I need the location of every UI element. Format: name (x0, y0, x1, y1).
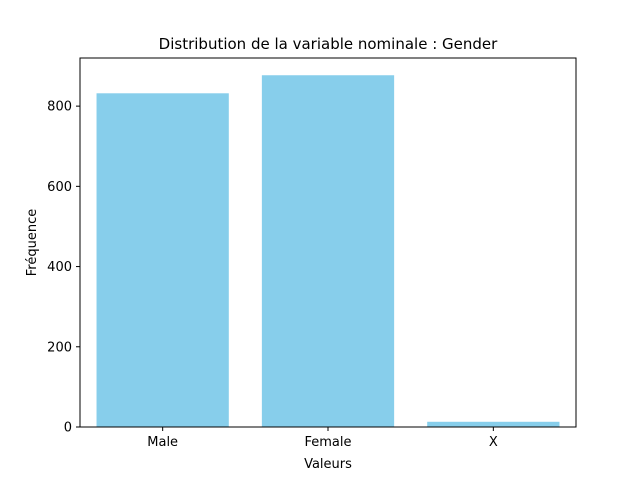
y-tick-label: 200 (47, 340, 72, 355)
bar-x (427, 421, 560, 427)
y-tick-label: 400 (47, 260, 72, 275)
x-axis-label: Valeurs (304, 457, 352, 472)
x-axis: Male Female X (147, 427, 498, 450)
y-axis: 0 200 400 600 800 (47, 100, 80, 436)
y-tick-label: 600 (47, 180, 72, 195)
x-tick-label: Female (304, 435, 351, 450)
y-tick-label: 800 (47, 100, 72, 115)
bar-female (261, 75, 395, 428)
chart-title: Distribution de la variable nominale : G… (159, 35, 498, 53)
bar-male (96, 93, 229, 427)
y-axis-label: Fréquence (25, 209, 40, 276)
x-tick-label: X (489, 435, 498, 450)
bars-group (96, 75, 560, 428)
y-tick-label: 0 (64, 421, 72, 436)
x-tick-label: Male (147, 435, 178, 450)
